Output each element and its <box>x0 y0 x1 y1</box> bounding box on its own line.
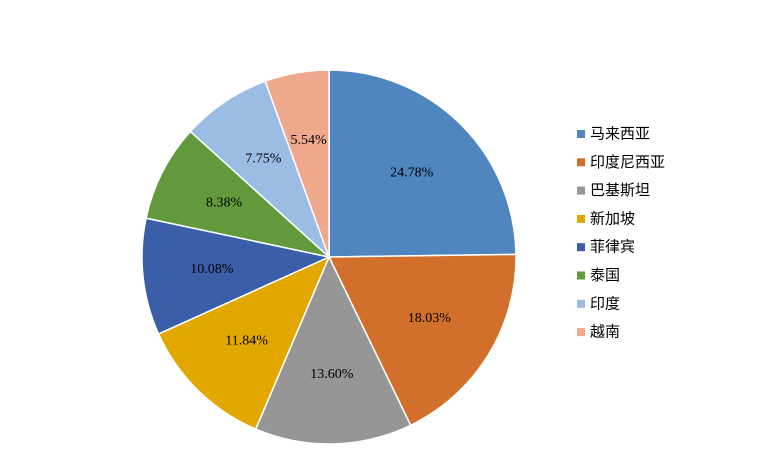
legend-swatch <box>577 243 585 252</box>
data-label: 7.75% <box>245 151 282 166</box>
pie-slice <box>157 255 331 431</box>
pie-slice <box>328 69 517 258</box>
legend-swatch <box>577 214 585 223</box>
pie-slice <box>264 69 330 258</box>
legend-label: 菲律宾 <box>590 238 635 256</box>
legend-swatch <box>577 271 585 280</box>
legend-swatch <box>577 299 585 308</box>
pie-slice <box>145 130 332 259</box>
data-label: 5.54% <box>291 133 328 148</box>
data-label: 10.08% <box>190 262 234 277</box>
legend-label: 越南 <box>590 323 620 341</box>
legend-label: 泰国 <box>590 266 620 284</box>
data-label: 11.84% <box>225 333 268 348</box>
legend-label: 马来西亚 <box>590 125 650 143</box>
pie-slice <box>254 255 412 445</box>
data-label: 24.78% <box>390 165 434 180</box>
legend-label: 新加坡 <box>590 209 635 227</box>
legend-label: 印度 <box>590 294 620 312</box>
legend-label: 印度尼西亚 <box>590 153 665 171</box>
legend-swatch <box>577 130 585 138</box>
legend-label: 巴基斯坦 <box>590 181 650 199</box>
legend-swatch <box>577 186 585 195</box>
legend-swatch <box>577 328 585 337</box>
data-label: 8.38% <box>206 196 243 211</box>
data-label: 13.60% <box>310 367 354 382</box>
pie-slice <box>327 253 517 427</box>
data-label: 18.03% <box>408 311 452 326</box>
legend-swatch <box>577 158 585 167</box>
